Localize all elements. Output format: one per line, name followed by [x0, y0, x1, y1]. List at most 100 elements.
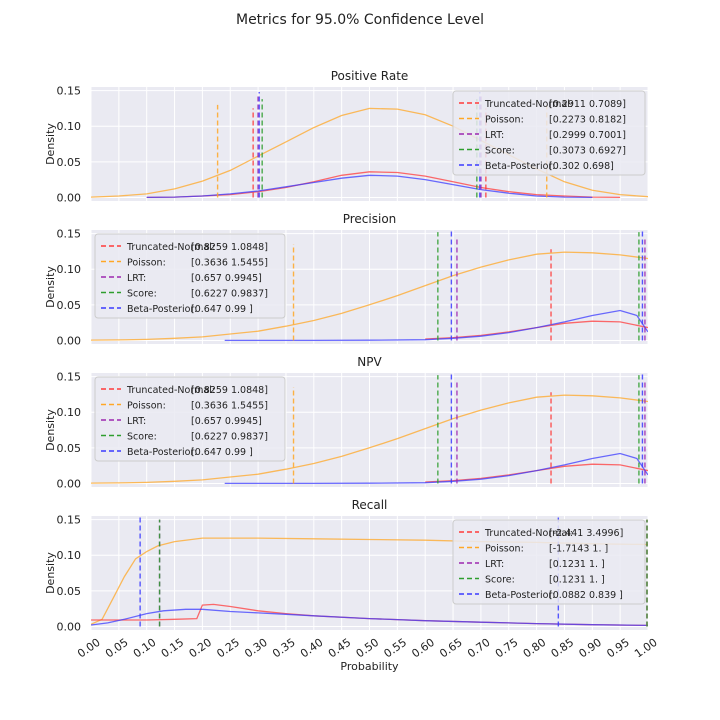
recall-xtick-label: 0.75 [493, 636, 521, 661]
recall-ytick-label: 0.00 [57, 620, 82, 633]
precision-legend: Truncated-Normal:[0.8259 1.0848] Poisson:… [94, 233, 286, 319]
positive-rate-legend-value: [0.2999 0.7001] [549, 130, 626, 141]
recall-xtick-label: 0.05 [103, 636, 131, 661]
positive-rate-legend-value: [0.2911 0.7089] [549, 99, 626, 110]
positive-rate-legend-label: Beta-Posterior: [485, 161, 555, 172]
precision-legend-value: [0.8259 1.0848] [191, 242, 268, 253]
precision-ylabel: Density [44, 266, 57, 308]
precision-legend-value: [0.657 0.9945] [191, 273, 262, 284]
positive-rate-legend-box [452, 90, 646, 176]
positive-rate-series [91, 91, 648, 199]
recall-xtick-label: 0.60 [409, 636, 437, 661]
recall-ytick-label: 0.10 [57, 549, 82, 562]
precision-ytick-label: 0.15 [57, 228, 82, 241]
precision-ytick-label: 0.10 [57, 263, 82, 276]
npv-ytick-label: 0.10 [57, 406, 82, 419]
recall-xtick-label: 0.45 [326, 636, 354, 661]
recall-legend-label: Truncated-Normal: [484, 528, 573, 539]
precision-title: Precision [343, 212, 397, 226]
precision-legend-label: Score: [127, 289, 157, 300]
recall-title: Recall [352, 498, 388, 512]
recall-xtick-label: 0.70 [465, 636, 493, 661]
recall-xtick-label: 0.65 [437, 636, 465, 661]
precision-legend-value: [0.6227 0.9837] [191, 289, 268, 300]
npv-legend-label: Poisson: [127, 401, 166, 412]
recall-xtick-label: 0.20 [187, 636, 215, 661]
positive-rate-legend-value: [0.2273 0.8182] [549, 115, 626, 126]
recall-xtick-label: 0.85 [549, 636, 577, 661]
precision-ytick-label: 0.05 [57, 299, 82, 312]
subplot-recall: 0.000.050.100.15RecallDensityTruncated-N… [44, 498, 660, 673]
npv-ylabel: Density [44, 409, 57, 451]
positive-rate-legend-label: LRT: [485, 130, 504, 141]
npv-legend-label: Beta-Posterior: [127, 447, 197, 458]
recall-legend-label: LRT: [485, 559, 504, 570]
recall-legend-label: Poisson: [485, 544, 524, 555]
npv-legend-label: Score: [127, 432, 157, 443]
positive-rate-ylabel: Density [44, 123, 57, 165]
npv-legend-value: [0.8259 1.0848] [191, 385, 268, 396]
recall-legend-label: Score: [485, 575, 515, 586]
precision-series [91, 230, 648, 342]
precision-legend-label: Beta-Posterior: [127, 304, 197, 315]
recall-ylabel: Density [44, 552, 57, 594]
positive-rate-ytick-label: 0.10 [57, 120, 82, 133]
recall-xtick-label: 0.90 [576, 636, 604, 661]
recall-ytick-label: 0.15 [57, 514, 82, 527]
npv-legend-value: [0.3636 1.5455] [191, 401, 268, 412]
recall-xtick-label: 0.10 [131, 636, 159, 661]
npv-legend-box [94, 376, 286, 462]
recall-xtick-label: 0.15 [159, 636, 187, 661]
positive-rate-ytick-label: 0.00 [57, 191, 82, 204]
recall-legend: Truncated-Normal:[-2.441 3.4996] Poisson:… [452, 519, 646, 605]
recall-legend-value: [-1.7143 1. ] [549, 544, 608, 555]
recall-legend-value: [0.0882 0.839 ] [549, 590, 623, 601]
positive-rate-title: Positive Rate [331, 69, 409, 83]
positive-rate-legend-label: Truncated-Normal: [484, 99, 573, 110]
recall-curve-beta-posterior [91, 608, 648, 627]
positive-rate-legend-label: Poisson: [485, 115, 524, 126]
npv-ytick-label: 0.05 [57, 442, 82, 455]
subplot-precision: 0.00 0.05 0.10 0.15 Precision Density Truncate… [44, 212, 649, 347]
recall-xtick-label: 0.80 [521, 636, 549, 661]
recall-legend-value: [0.1231 1. ] [549, 575, 605, 586]
precision-legend-label: Truncated-Normal: [126, 242, 215, 253]
precision-legend-label: LRT: [127, 273, 146, 284]
recall-legend-value: [0.1231 1. ] [549, 559, 605, 570]
npv-curve-beta-posterior [224, 452, 648, 485]
recall-xlabel: Probability [340, 660, 399, 673]
recall-xtick-label: 0.00 [75, 636, 103, 661]
recall-xtick-label: 0.25 [214, 636, 242, 661]
positive-rate-ytick-label: 0.15 [57, 85, 82, 98]
precision-ytick-label: 0.00 [57, 334, 82, 347]
positive-rate-curve-poisson [91, 107, 648, 198]
positive-rate-ytick-label: 0.05 [57, 156, 82, 169]
precision-legend-value: [0.647 0.99 ] [191, 304, 253, 315]
recall-xtick-label: 0.30 [242, 636, 270, 661]
recall-xtick-label: 0.40 [298, 636, 326, 661]
precision-legend-label: Poisson: [127, 258, 166, 269]
subplot-npv: 0.00 0.05 0.10 0.15 NPV Density Truncated-Norm… [44, 355, 649, 490]
npv-legend: Truncated-Normal:[0.8259 1.0848] Poisson:… [94, 376, 286, 462]
positive-rate-legend-value: [0.302 0.698] [549, 161, 614, 172]
precision-legend-box [94, 233, 286, 319]
recall-xtick-label: 0.95 [604, 636, 632, 661]
recall-xtick-label: 0.35 [270, 636, 298, 661]
precision-curve-poisson [91, 251, 648, 341]
recall-ytick-label: 0.05 [57, 585, 82, 598]
precision-legend-value: [0.3636 1.5455] [191, 258, 268, 269]
positive-rate-legend: Truncated-Normal:[0.2911 0.7089] Poisson:… [452, 90, 646, 176]
npv-curve-poisson [91, 394, 648, 484]
precision-curve-beta-posterior [224, 309, 648, 342]
recall-legend-box [452, 519, 646, 605]
figure-suptitle: Metrics for 95.0% Confidence Level [236, 12, 484, 28]
npv-legend-label: LRT: [127, 416, 146, 427]
npv-series [91, 373, 648, 485]
subplot-positive-rate: 0.00 0.05 0.10 0.15 Positive Rate Density Trun… [44, 69, 649, 204]
npv-legend-value: [0.6227 0.9837] [191, 432, 268, 443]
recall-xtick-label: 1.00 [632, 636, 660, 661]
recall-legend-label: Beta-Posterior: [485, 590, 555, 601]
positive-rate-legend-label: Score: [485, 146, 515, 157]
